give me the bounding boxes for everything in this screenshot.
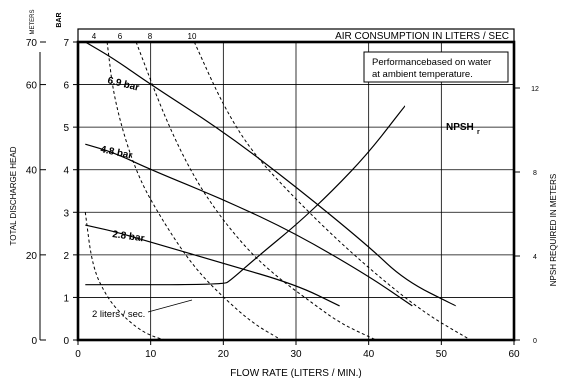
x-tick-label: 60 — [508, 349, 520, 360]
npsh-tick-label: 0 — [533, 338, 537, 345]
meters-tick-label: 60 — [26, 81, 38, 92]
npsh-tick-label: 12 — [531, 86, 539, 93]
label-npsh-subscript: r — [477, 129, 480, 136]
y2-axis-title: NPSH REQUIRED IN METERS — [549, 174, 558, 286]
top-axis-ticks: 4 6 8 10 — [92, 32, 197, 41]
label-2-8-bar: 2.8 bar — [112, 229, 146, 244]
top-tick-label: 6 — [118, 32, 123, 41]
meters-tick-label: 70 — [26, 38, 38, 49]
top-axis-title: AIR CONSUMPTION IN LITERS / SEC — [335, 31, 509, 42]
series-air-consumption-curve — [135, 41, 377, 341]
y-axis-title: TOTAL DISCHARGE HEAD — [9, 146, 18, 245]
series-npshr — [85, 105, 406, 286]
label-6-9-bar: 6.9 bar — [106, 75, 140, 93]
note-line-1: Performancebased on water — [372, 57, 491, 68]
meters-axis-ticks: 0 20 40 60 70 — [26, 38, 46, 347]
x-tick-label: 0 — [75, 349, 81, 360]
bar-tick-label: 0 — [63, 336, 69, 347]
x-axis-title: FLOW RATE (LITERS / MIN.) — [230, 368, 361, 379]
x-tick-label: 50 — [436, 349, 448, 360]
npsh-axis-ticks: 0 4 8 12 — [514, 86, 539, 345]
grid-lines — [77, 41, 515, 341]
npsh-tick-label: 8 — [533, 170, 537, 177]
series-4-8-bar — [85, 143, 413, 307]
bar-tick-label: 7 — [63, 38, 69, 49]
meters-unit-label: METERS — [30, 9, 36, 34]
bar-tick-label: 1 — [63, 293, 69, 304]
bar-axis-ticks: 0 1 2 3 4 5 6 7 — [63, 38, 78, 347]
x-axis-ticks: 0 10 20 30 40 50 60 — [75, 340, 520, 360]
bar-tick-label: 3 — [63, 208, 69, 219]
series-2-8-bar — [85, 224, 340, 307]
note-line-2: at ambient temperature. — [372, 69, 473, 80]
series-air-consumption-curve — [106, 41, 282, 341]
label-2-liters-per-sec: 2 liters / sec. — [92, 309, 145, 320]
bar-tick-label: 5 — [63, 123, 69, 134]
note-box — [363, 51, 509, 83]
meters-tick-label: 40 — [26, 166, 38, 177]
x-tick-label: 30 — [290, 349, 302, 360]
top-tick-label: 4 — [92, 32, 97, 41]
npsh-tick-label: 4 — [533, 254, 537, 261]
series-layer — [84, 41, 471, 341]
top-tick-label: 10 — [188, 32, 197, 41]
x-tick-label: 20 — [218, 349, 230, 360]
bar-tick-label: 2 — [63, 251, 69, 262]
label-npsh: NPSH — [446, 122, 474, 133]
series-air-consumption-curve — [84, 212, 166, 341]
bar-unit-label: BAR — [56, 12, 63, 27]
bar-tick-label: 4 — [63, 166, 69, 177]
x-tick-label: 40 — [363, 349, 375, 360]
bar-tick-label: 6 — [63, 81, 69, 92]
meters-tick-label: 20 — [26, 251, 38, 262]
leader-2-liters — [147, 299, 193, 313]
meters-tick-label: 0 — [31, 336, 37, 347]
top-tick-label: 8 — [148, 32, 153, 41]
x-tick-label: 10 — [145, 349, 157, 360]
